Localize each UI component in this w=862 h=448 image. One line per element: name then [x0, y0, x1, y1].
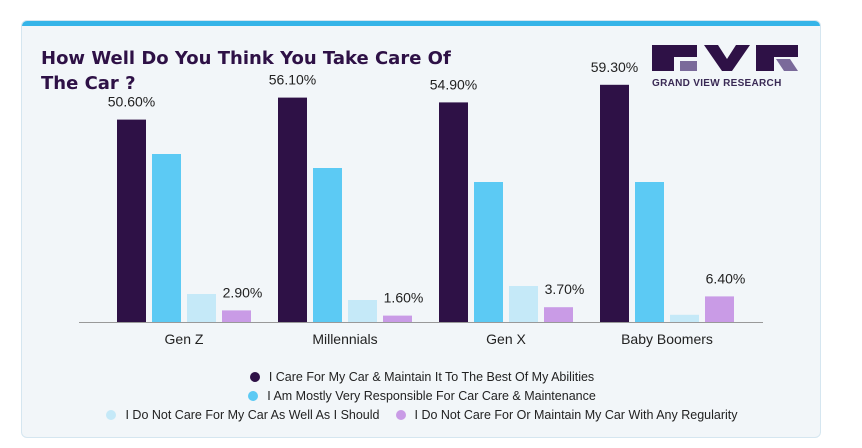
bar	[670, 314, 699, 322]
brand-name: GRAND VIEW RESEARCH	[652, 78, 782, 89]
bar	[222, 310, 251, 322]
bar	[635, 182, 664, 322]
data-label: 54.90%	[430, 76, 477, 92]
data-label: 6.40%	[706, 270, 746, 286]
legend-item: I Do Not Care For Or Maintain My Car Wit…	[395, 407, 738, 422]
data-label: 59.30%	[591, 59, 638, 75]
brand-logo: GRAND VIEW RESEARCH	[652, 45, 802, 95]
category-label: Baby Boomers	[621, 331, 713, 347]
legend-row: I Do Not Care For My Car As Well As I Sh…	[22, 405, 820, 424]
bar	[348, 300, 377, 322]
bar	[439, 102, 468, 323]
legend-swatch-icon	[395, 409, 406, 420]
bar	[187, 294, 216, 322]
legend-label: I Do Not Care For Or Maintain My Car Wit…	[414, 407, 738, 422]
bar	[474, 182, 503, 322]
legend-item: I Care For My Car & Maintain It To The B…	[249, 369, 595, 384]
bar	[705, 296, 734, 322]
legend-row: I Care For My Car & Maintain It To The B…	[22, 367, 820, 386]
data-label: 3.70%	[545, 281, 585, 297]
bar	[117, 119, 146, 322]
category-label: Gen X	[486, 331, 526, 347]
legend: I Care For My Car & Maintain It To The B…	[22, 367, 820, 424]
bar	[313, 168, 342, 322]
bar	[152, 154, 181, 322]
brand-logo-icon	[652, 45, 798, 71]
bar	[383, 315, 412, 322]
legend-item: I Do Not Care For My Car As Well As I Sh…	[106, 407, 380, 422]
data-label: 2.90%	[223, 284, 263, 300]
bar	[600, 84, 629, 322]
legend-label: I Care For My Car & Maintain It To The B…	[268, 369, 595, 384]
accent-bar	[22, 21, 820, 26]
data-label: 56.10%	[269, 72, 316, 88]
category-label: Millennials	[312, 331, 377, 347]
chart-card: 50.60% 2.90% Gen Z 56.10% 1.60% Millennials 54…	[21, 20, 821, 438]
bar	[544, 307, 573, 322]
category-label: Gen Z	[165, 331, 204, 347]
data-label: 50.60%	[108, 94, 155, 110]
data-label: 1.60%	[384, 290, 424, 306]
bar	[509, 286, 538, 322]
legend-swatch-icon	[106, 409, 117, 420]
legend-item: I Am Mostly Very Responsible For Car Car…	[248, 389, 596, 403]
chart-title: How Well Do You Think You Take Care Of T…	[41, 48, 451, 94]
legend-row: I Am Mostly Very Responsible For Car Car…	[22, 386, 820, 405]
bar-chart: 50.60% 2.90% Gen Z 56.10% 1.60% Millennials 54…	[79, 59, 763, 347]
legend-swatch-icon	[249, 371, 260, 382]
legend-label: I Am Mostly Very Responsible For Car Car…	[267, 388, 596, 403]
legend-swatch-icon	[248, 390, 259, 401]
legend-label: I Do Not Care For My Car As Well As I Sh…	[125, 407, 380, 422]
bar	[278, 97, 307, 322]
